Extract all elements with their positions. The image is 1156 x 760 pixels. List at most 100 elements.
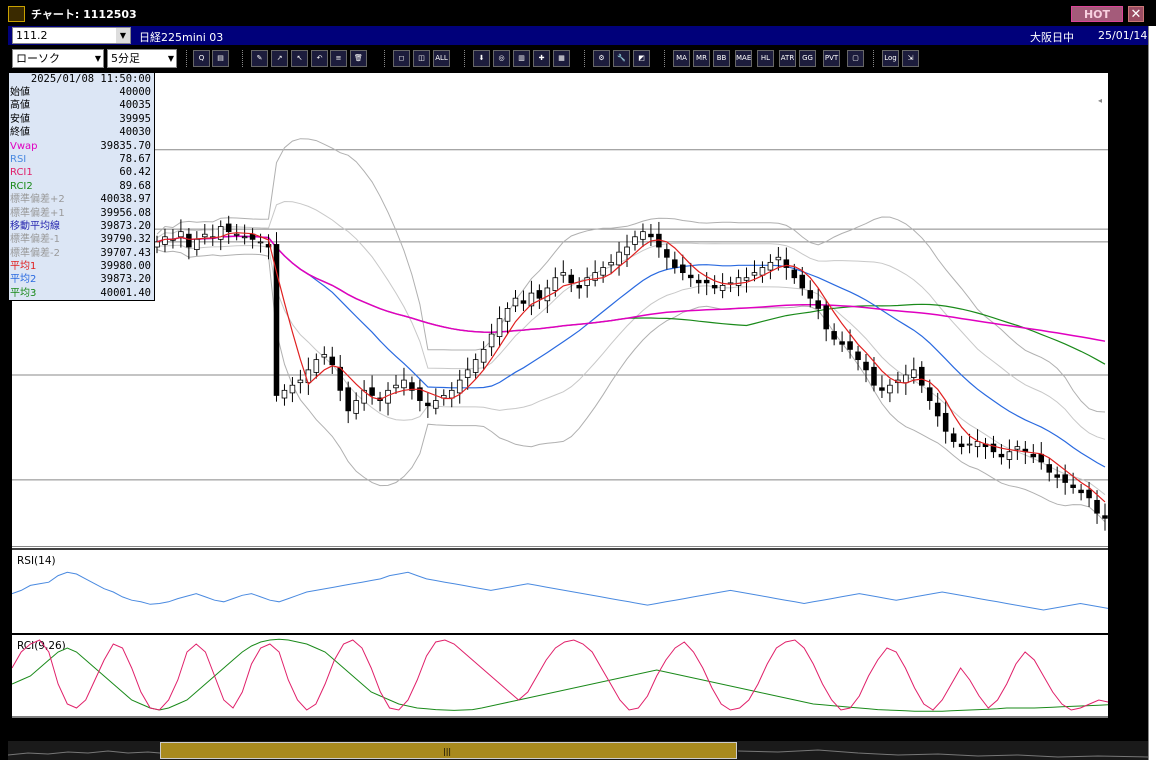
search-chart-button[interactable]: ◎ [493, 50, 510, 67]
info-value: 39707.43 [100, 246, 151, 259]
info-row: 標準偏差+2 40038.97 [9, 193, 154, 206]
toolbar-separator [242, 50, 244, 67]
candle-body [990, 443, 997, 453]
pen-button[interactable]: ✎ [251, 50, 268, 67]
wrench-button[interactable]: 🔧 [613, 50, 630, 67]
info-row: RSI 78.67 [9, 153, 154, 166]
mr-button[interactable]: MR [693, 50, 710, 67]
candle-body [711, 285, 718, 289]
bollinger-upper2-line [156, 138, 1106, 413]
ma-button[interactable]: MA [673, 50, 690, 67]
trash-button[interactable]: 🗑 [350, 50, 367, 67]
info-label: 平均2 [10, 274, 37, 286]
info-value: 40001.40 [100, 286, 151, 299]
info-value: 78.67 [119, 152, 151, 165]
cursor-button[interactable]: ↖ [291, 50, 308, 67]
undo-button[interactable]: ↶ [311, 50, 328, 67]
candle-body [624, 246, 630, 256]
candle-body [433, 400, 439, 409]
grip-icon: ||| [443, 747, 452, 756]
candle-button[interactable]: ◻ [393, 50, 410, 67]
info-row: 標準偏差-1 39790.32 [9, 233, 154, 246]
pvt-button[interactable]: PVT [823, 50, 840, 67]
hot-button[interactable]: HOT [1071, 6, 1123, 22]
app-chart-icon [8, 6, 25, 22]
candle-body [409, 382, 415, 391]
info-label: 標準偏差+1 [10, 207, 65, 219]
candle-body [1078, 489, 1084, 494]
info-label: Vwap [10, 140, 38, 152]
close-icon[interactable]: ✕ [1128, 6, 1144, 22]
settings-button[interactable]: ⚙ [593, 50, 610, 67]
x-axis-label: 9/8:45 [782, 724, 822, 737]
zoom-button[interactable]: Q [193, 50, 210, 67]
candle-body [544, 287, 551, 302]
candle-body [600, 267, 606, 276]
chevron-down-icon[interactable]: ▼ [116, 28, 130, 43]
info-label: 標準偏差-1 [10, 234, 60, 246]
chart-toolbar: ローソク ▼ 5分足 ▼ Q ▤ ✎ ↗ ↖ ↶ ≡ 🗑 ◻ ◫ ALL ⬇ ◎ ▥ ✚ ▦ ⚙ 🔧 ◩ MA MR BB… [8, 45, 1148, 72]
candle-body [576, 285, 582, 289]
info-value: 39790.32 [100, 233, 151, 246]
candle-body [1086, 489, 1092, 499]
candle-body [289, 384, 296, 394]
bar-button[interactable]: ▥ [513, 50, 530, 67]
candle2-button[interactable]: ◫ [413, 50, 430, 67]
frame-button[interactable]: ▢ [847, 50, 864, 67]
candle3-button[interactable]: ✚ [533, 50, 550, 67]
candle-body [847, 341, 853, 350]
chart-type-select[interactable]: ローソク ▼ [12, 49, 104, 68]
horizontal-scrollbar[interactable]: ||| [8, 741, 1148, 760]
interval-select[interactable]: 5分足 ▼ [107, 49, 177, 68]
layout-button[interactable]: ▤ [212, 50, 229, 67]
candle-body [472, 359, 479, 373]
x-axis-label: 10 [894, 724, 908, 737]
symbol-bar: 111.2 ▼ 日経225mini 03 大阪日中 25/01/14 [8, 26, 1148, 45]
color-button[interactable]: ◩ [633, 50, 650, 67]
all-button[interactable]: ALL [433, 50, 450, 67]
candle-body [592, 272, 598, 281]
candle-body [313, 359, 320, 373]
draw-button[interactable]: ↗ [271, 50, 288, 67]
symbol-name: 日経225mini 03 [139, 31, 224, 44]
candle-body [919, 366, 925, 386]
candle-body [560, 272, 567, 276]
chart-area[interactable]: 4030040200401004000039900398003970039600… [11, 73, 1149, 718]
order-button[interactable]: ⬇ [473, 50, 490, 67]
export-button[interactable]: ⇲ [902, 50, 919, 67]
chart-type-value: ローソク [16, 52, 60, 65]
candle-body [520, 300, 527, 304]
candle-body [297, 379, 304, 384]
x-axis-label: 12 [509, 724, 523, 737]
bollinger-upper1-line [156, 200, 1106, 440]
memo-button[interactable]: ≡ [330, 50, 347, 67]
info-label: 標準偏差-2 [10, 247, 60, 259]
bb-button[interactable]: BB [713, 50, 730, 67]
scroll-thumb[interactable]: ||| [160, 742, 737, 759]
info-row: 移動平均線 39873.20 [9, 220, 154, 233]
info-row: 高値 40035 [9, 99, 154, 112]
candle-body [178, 231, 184, 238]
candle-body [648, 233, 654, 238]
info-row: 始値 40000 [9, 86, 154, 99]
candle-body [194, 238, 200, 250]
info-row: 終値 40030 [9, 126, 154, 139]
candle-body [202, 233, 208, 238]
info-label: RCI1 [10, 167, 33, 179]
symbol-code-select[interactable]: 111.2 ▼ [12, 27, 131, 44]
hl-button[interactable]: HL [757, 50, 774, 67]
info-label: RSI [10, 153, 27, 165]
chart-canvas[interactable]: 4030040200401004000039900398003970039600… [11, 73, 1149, 718]
gg-button[interactable]: GG [799, 50, 816, 67]
candle-body [353, 400, 359, 414]
grid-button[interactable]: ▦ [553, 50, 570, 67]
info-value: 40000 [119, 86, 151, 98]
log-button[interactable]: Log [882, 50, 899, 67]
candle-body [1062, 474, 1068, 483]
scroll-overview-right [738, 749, 1148, 758]
toolbar-separator [464, 50, 466, 67]
mae-button[interactable]: MAE [735, 50, 752, 67]
info-label: RCI2 [10, 180, 33, 192]
atr-button[interactable]: ATR [779, 50, 796, 67]
moving-average-1-line [156, 232, 1106, 503]
